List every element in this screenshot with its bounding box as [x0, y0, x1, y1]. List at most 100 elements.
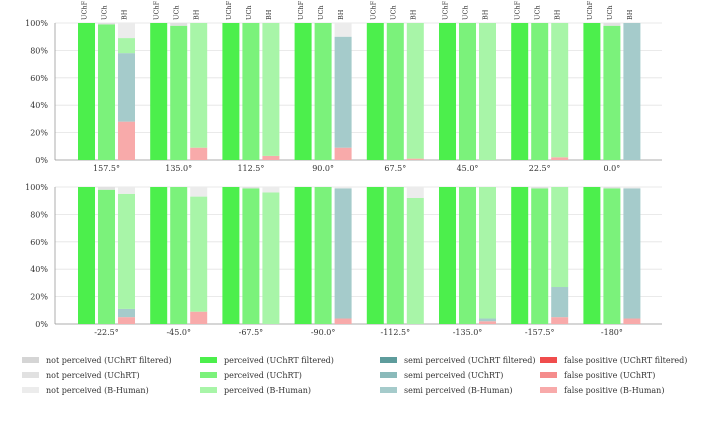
y-tick-label: 40%	[30, 101, 48, 110]
bar-label: UChF	[225, 0, 233, 20]
bar-label: UCh	[317, 5, 325, 20]
bar-segment-not	[334, 23, 352, 37]
bar-segment-perceived	[314, 187, 332, 324]
bar-segment-not	[603, 187, 621, 189]
bar-segment-false	[334, 318, 352, 324]
bar-segment-perceived	[150, 187, 168, 324]
chart-panel-2: 0% 20% 40% 60% 80% 100% -22.5° -45.0° -67.5° -90.…	[25, 183, 662, 337]
bar-segment-perceived	[242, 23, 260, 160]
bar-segment-not	[262, 187, 280, 193]
x-tick-label: 22.5°	[529, 164, 551, 173]
x-tick-label: 67.5°	[384, 164, 406, 173]
bar-segment-perceived	[439, 187, 456, 324]
bar-segment-perceived	[78, 23, 95, 160]
x-tick-label: 157.5°	[93, 164, 120, 173]
bar-label: UChF	[153, 0, 161, 20]
bar-segment-perceived	[262, 192, 280, 324]
bar-label: UChF	[586, 0, 594, 20]
bar-label: BH	[482, 9, 490, 20]
bar-label: UChF	[369, 0, 377, 20]
bar-segment-perceived	[78, 187, 95, 324]
bar-label: UCh	[101, 5, 109, 20]
bar-segment-not	[170, 23, 188, 26]
bar-segment-false	[334, 147, 352, 160]
bar-label: UCh	[245, 5, 253, 20]
bar-segment-perceived	[603, 188, 621, 324]
bar-segment-false	[551, 157, 569, 160]
bar-segment-not	[603, 23, 621, 26]
y-tick-label: 0%	[35, 320, 48, 329]
bar-segment-perceived	[118, 38, 135, 54]
bar-segment-not	[98, 187, 115, 190]
bar-label: BH	[121, 9, 129, 20]
x-tick-label: -22.5°	[94, 328, 119, 337]
bar-segment-perceived	[190, 196, 208, 312]
bar-segment-perceived	[366, 187, 384, 324]
bar-segment-not	[242, 187, 260, 189]
bar-segment-false	[190, 311, 208, 324]
bar-segment-perceived	[242, 188, 260, 324]
x-tick-label: -45.0°	[166, 328, 191, 337]
bar-segment-semi	[551, 287, 569, 318]
bar-segment-perceived	[551, 23, 569, 158]
bar-label: UChF	[514, 0, 522, 20]
bar-segment-false	[623, 318, 641, 324]
bar-segment-perceived	[386, 187, 404, 324]
bar-segment-perceived	[314, 23, 332, 160]
x-tick-label: -90.0°	[311, 328, 336, 337]
x-tick-label: -157.5°	[525, 328, 555, 337]
y-tick-label: 40%	[30, 265, 48, 274]
bar-segment-perceived	[603, 25, 621, 160]
bar-segment-perceived	[511, 23, 529, 160]
y-tick-label: 100%	[25, 183, 48, 192]
bar-segment-perceived	[150, 23, 168, 160]
x-tick-label: 0.0°	[604, 164, 621, 173]
bar-segment-perceived	[170, 187, 188, 324]
bar-segment-not	[531, 187, 549, 189]
bar-segment-not	[118, 187, 135, 194]
y-tick-label: 20%	[30, 129, 48, 138]
bar-segment-perceived	[439, 23, 456, 160]
bar-segment-false	[262, 155, 280, 160]
bar-segment-not	[334, 187, 352, 189]
x-tick-label: -135.0°	[453, 328, 483, 337]
bar-segment-perceived	[98, 189, 115, 324]
bar-label: BH	[193, 9, 201, 20]
y-tick-label: 100%	[25, 19, 48, 28]
bar-label: BH	[626, 9, 634, 20]
bar-label: UChF	[442, 0, 450, 20]
bar-segment-perceived	[170, 25, 188, 160]
bar-segment-perceived	[531, 188, 549, 324]
bar-segment-perceived	[479, 23, 496, 160]
bar-segment-not	[406, 187, 424, 198]
bar-segment-not	[190, 187, 208, 197]
bar-segment-perceived	[294, 187, 312, 324]
bar-segment-false	[118, 317, 135, 324]
x-tick-label: -180°	[601, 328, 623, 337]
bar-segment-perceived	[98, 24, 115, 161]
bar-segment-not	[623, 187, 641, 189]
bar-segment-perceived	[406, 23, 424, 159]
bar-segment-false	[118, 121, 135, 160]
bar-segment-perceived	[262, 23, 280, 156]
bar-label: UCh	[173, 5, 181, 20]
bar-label: UCh	[462, 5, 470, 20]
x-tick-label: -112.5°	[380, 328, 410, 337]
bar-segment-perceived	[118, 193, 135, 309]
bar-segment-perceived	[511, 187, 529, 324]
bar-segment-false	[406, 158, 424, 160]
bar-label: UChF	[297, 0, 305, 20]
bar-segment-perceived	[551, 187, 569, 288]
bar-segment-semi	[479, 318, 496, 322]
bar-segment-not	[118, 23, 135, 39]
bar-segment-perceived	[294, 23, 312, 160]
y-tick-label: 80%	[30, 46, 48, 55]
bar-segment-perceived	[531, 23, 549, 160]
bar-segment-semi	[334, 188, 352, 319]
bar-label: UCh	[606, 5, 614, 20]
bar-segment-perceived	[190, 23, 208, 148]
bar-segment-semi	[118, 53, 135, 122]
y-tick-label: 20%	[30, 293, 48, 302]
bar-segment-semi	[623, 23, 641, 160]
x-tick-label: 90.0°	[312, 164, 334, 173]
